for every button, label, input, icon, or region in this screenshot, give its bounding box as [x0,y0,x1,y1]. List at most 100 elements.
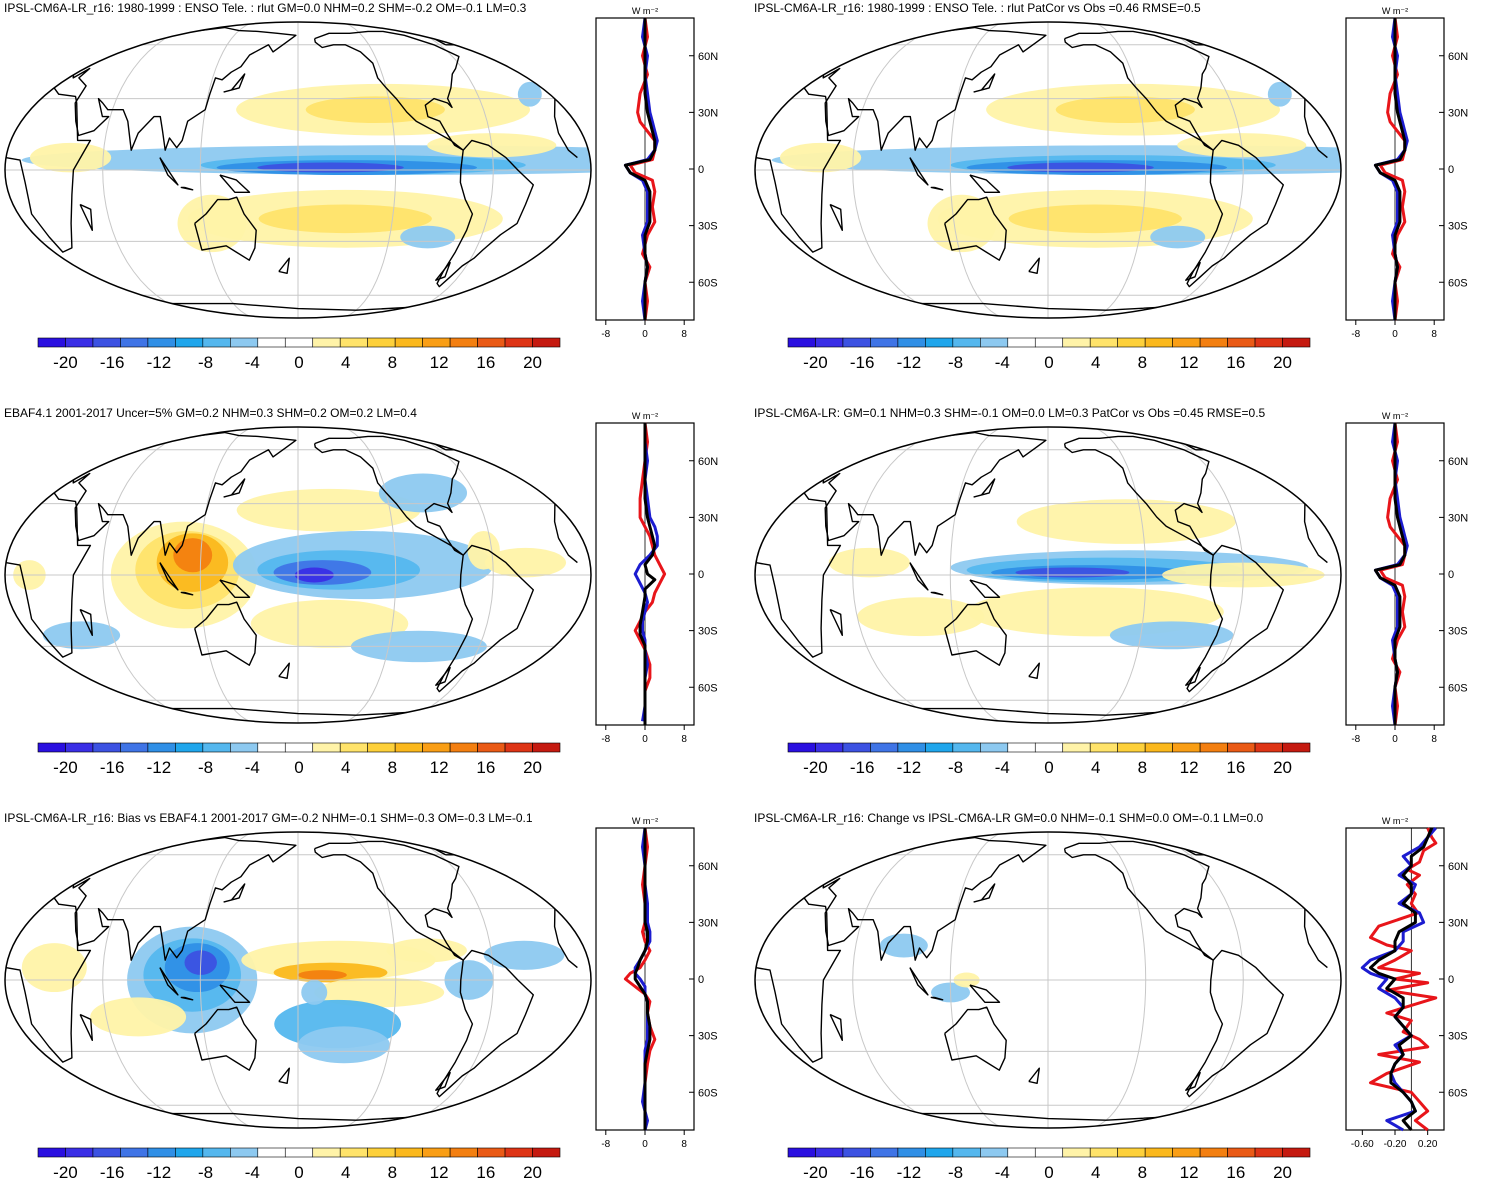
lat-label: 30S [1448,626,1468,638]
coastline [313,840,464,961]
colorbar-label: 20 [1273,353,1292,372]
colorbar-swatch [37,1147,66,1158]
coastline [512,856,527,871]
profile-series [1373,18,1407,320]
colorbar-swatch [952,742,981,753]
anomaly-field [828,547,910,578]
panel-bias: IPSL-CM6A-LR_r16: Bias vs EBAF4.1 2001-2… [4,811,718,1182]
map-border [4,21,592,319]
anomaly-field [1008,204,1182,234]
colorbar-swatch [367,337,396,348]
panel-title: IPSL-CM6A-LR_r16: 1980-1999 : ENSO Tele.… [754,1,1201,15]
coastline [223,73,246,93]
colorbar-swatch [1117,742,1146,753]
colorbar: -20 -16 -12 -8 -4 0 4 8 12 16 20 [37,1147,561,1182]
colorbar-label: 0 [1044,1163,1053,1182]
colorbar-swatch [1144,1147,1173,1158]
lat-label: 60S [698,277,718,289]
anomaly-field [258,204,432,234]
meridian-line [1130,427,1244,723]
anomaly-field [298,1026,390,1064]
coastline [1186,544,1284,693]
lat-label: 0 [1448,569,1454,581]
colorbar-swatch [897,337,926,348]
coastline [79,608,93,636]
colorbar-swatch [952,1147,981,1158]
colorbar-swatch [1254,742,1283,753]
panel-title: IPSL-CM6A-LR_r16: 1980-1999 : ENSO Tele.… [4,1,527,15]
coastline [1262,856,1277,871]
colorbar-swatch [147,742,176,753]
coastline [1262,451,1277,466]
colorbar-swatch [92,337,121,348]
anomaly-field [177,194,247,253]
meridian-line [852,832,966,1128]
coastline [930,591,944,596]
x-tick-label: 8 [681,1139,687,1150]
colorbar-label: 16 [476,758,495,777]
colorbar-label: 20 [1273,1163,1292,1182]
coastline [278,662,290,679]
coastline [435,261,451,281]
colorbar-swatch [284,742,314,753]
colorbar-swatch [1089,337,1118,348]
colorbar-swatch [980,1147,1009,1158]
colorbar-swatch [1227,337,1256,348]
x-tick-label: 0 [642,734,648,745]
colorbar-swatch [312,337,341,348]
coastline [194,196,257,261]
colorbar-label: -12 [897,353,922,372]
anomaly-field [29,142,112,173]
lat-label: 60S [698,682,718,694]
colorbar-swatch [147,1147,176,1158]
colorbar-swatch [230,1147,259,1158]
lat-label: 60N [698,861,718,873]
colorbar-swatch [92,1147,121,1158]
coastline [1185,261,1201,281]
colorbar-label: 8 [388,758,397,777]
coastline [159,157,179,186]
x-tick-label: 8 [681,329,687,340]
coastline [512,451,527,466]
colorbar-swatch [1062,1147,1091,1158]
anomaly-field [927,194,997,253]
meridian-line [1089,22,1147,318]
zonal-profile: W m⁻² 60N 30N 0 30S 60S -8 0 8 [1345,411,1468,745]
colorbar-label: 12 [430,353,449,372]
colorbar-label: -12 [897,758,922,777]
colorbar-label: 16 [1226,758,1245,777]
colorbar-label: -4 [995,758,1010,777]
lat-label: 30N [1448,917,1468,929]
colorbar-label: -8 [198,758,213,777]
colorbar-label: -12 [147,353,172,372]
colorbar-swatch [1172,742,1201,753]
lat-label: 30N [1448,512,1468,524]
profile-units: W m⁻² [632,816,658,826]
colorbar-swatch [230,742,259,753]
colorbar-swatch [787,742,816,753]
coastline [1028,257,1040,274]
x-tick-label: 0.20 [1418,1139,1438,1150]
map-area [755,427,1341,723]
x-tick-label: -0.60 [1351,1139,1374,1150]
colorbar-swatch [477,742,506,753]
coastline [435,1071,451,1091]
colorbar-label: 4 [341,758,350,777]
coastline [313,435,464,556]
colorbar-swatch [257,742,286,753]
colorbar: -20 -16 -12 -8 -4 0 4 8 12 16 20 [37,337,561,372]
coastline [973,883,996,903]
colorbar-swatch [980,337,1009,348]
colorbar-label: -8 [948,758,963,777]
colorbar-swatch [147,337,176,348]
colorbar-label: 20 [523,353,542,372]
meridian-line [1089,427,1147,723]
colorbar-label: 8 [388,1163,397,1182]
lat-label: 60N [698,51,718,63]
colorbar-label: -4 [995,1163,1010,1182]
coastlines [5,428,578,716]
colorbar-swatch [394,1147,423,1158]
colorbar-swatch [477,337,506,348]
coastline [278,257,290,274]
profile-series [633,422,667,725]
